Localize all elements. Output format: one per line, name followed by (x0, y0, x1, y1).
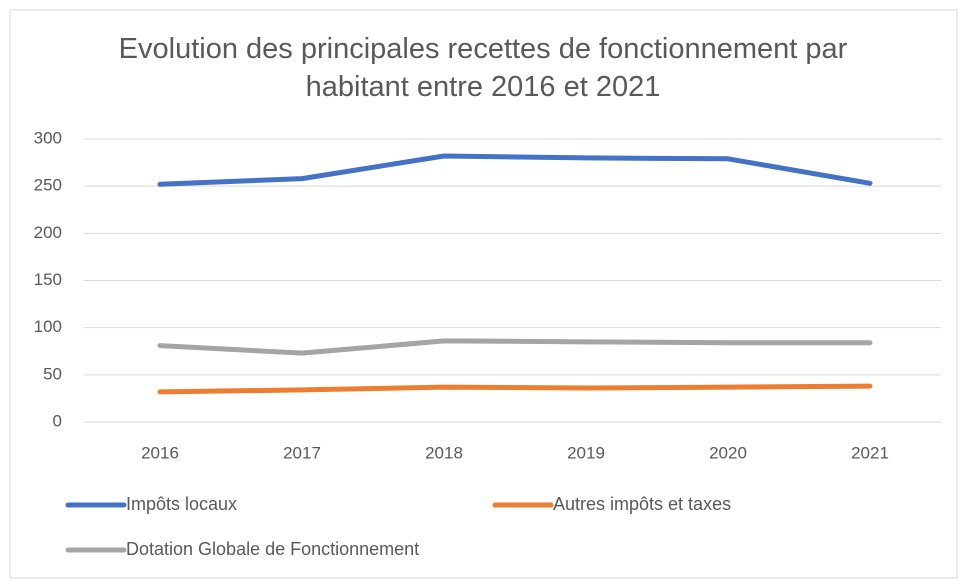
x-tick-label: 2017 (283, 443, 321, 462)
y-tick-label: 250 (34, 176, 62, 195)
y-tick-label: 150 (34, 270, 62, 289)
y-tick-label: 100 (34, 317, 62, 336)
x-tick-label: 2019 (567, 443, 605, 462)
y-tick-label: 50 (43, 364, 62, 383)
chart-title: Evolution des principales recettes de fo… (118, 33, 848, 103)
chart-border (9, 9, 958, 579)
series-line (157, 338, 873, 356)
legend-label: Impôts locaux (126, 494, 237, 514)
y-tick-label: 0 (53, 411, 62, 430)
x-tick-label: 2018 (425, 443, 463, 462)
y-tick-label: 300 (34, 128, 62, 147)
legend-label: Dotation Globale de Fonctionnement (126, 539, 419, 559)
x-tick-label: 2016 (141, 443, 179, 462)
series-line (157, 153, 873, 187)
x-tick-label: 2021 (851, 443, 889, 462)
series-line (157, 383, 873, 395)
legend-label: Autres impôts et taxes (553, 494, 731, 514)
y-tick-label: 200 (34, 223, 62, 242)
x-tick-label: 2020 (709, 443, 747, 462)
